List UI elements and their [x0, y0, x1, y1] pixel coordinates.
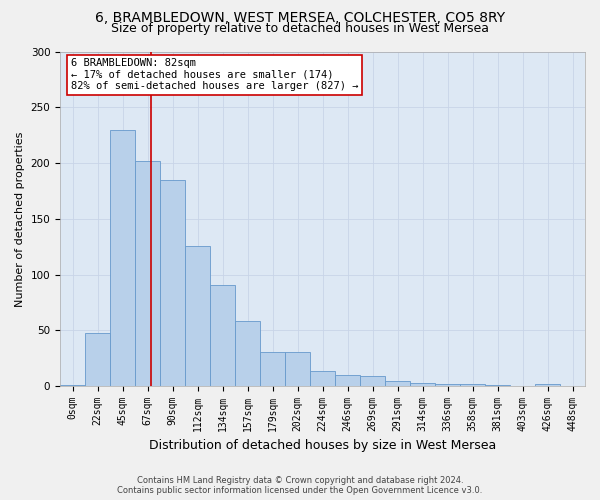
Bar [285, 352, 310, 386]
Text: Contains HM Land Registry data © Crown copyright and database right 2024.
Contai: Contains HM Land Registry data © Crown c… [118, 476, 482, 495]
Bar [435, 384, 460, 386]
Bar [385, 380, 410, 386]
Text: 6, BRAMBLEDOWN, WEST MERSEA, COLCHESTER, CO5 8RY: 6, BRAMBLEDOWN, WEST MERSEA, COLCHESTER,… [95, 11, 505, 25]
Bar [310, 370, 335, 386]
Bar [535, 384, 560, 386]
Bar [185, 246, 210, 386]
Bar [260, 352, 285, 386]
Bar [360, 376, 385, 386]
Bar [110, 130, 135, 386]
X-axis label: Distribution of detached houses by size in West Mersea: Distribution of detached houses by size … [149, 440, 496, 452]
Bar [85, 332, 110, 386]
Bar [135, 161, 160, 386]
Text: 6 BRAMBLEDOWN: 82sqm
← 17% of detached houses are smaller (174)
82% of semi-deta: 6 BRAMBLEDOWN: 82sqm ← 17% of detached h… [71, 58, 358, 92]
Bar [160, 180, 185, 386]
Bar [460, 384, 485, 386]
Text: Size of property relative to detached houses in West Mersea: Size of property relative to detached ho… [111, 22, 489, 35]
Bar [235, 322, 260, 386]
Y-axis label: Number of detached properties: Number of detached properties [15, 131, 25, 306]
Bar [410, 383, 435, 386]
Bar [60, 385, 85, 386]
Bar [485, 385, 510, 386]
Bar [210, 284, 235, 386]
Bar [335, 375, 360, 386]
